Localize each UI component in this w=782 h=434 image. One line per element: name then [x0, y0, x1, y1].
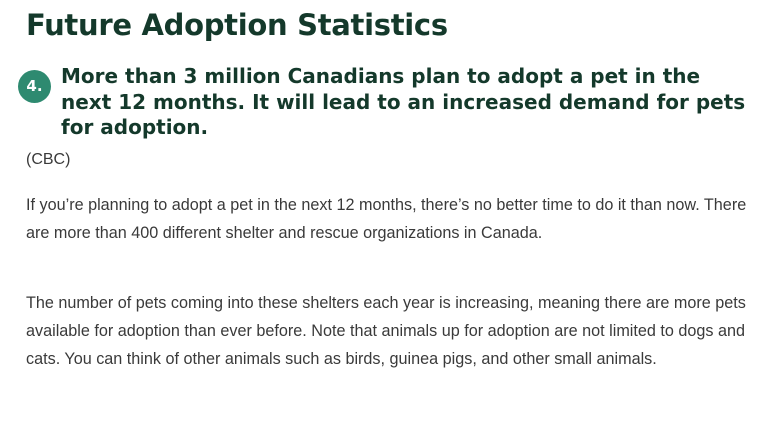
source-citation: (CBC)	[26, 151, 71, 168]
section-title: Future Adoption Statistics	[26, 8, 448, 42]
body-paragraph: The number of pets coming into these she…	[26, 294, 746, 368]
stat-number-badge: 4.	[18, 70, 51, 103]
body-paragraph: If you’re planning to adopt a pet in the…	[26, 196, 747, 242]
stat-heading: More than 3 million Canadians plan to ad…	[61, 64, 746, 139]
